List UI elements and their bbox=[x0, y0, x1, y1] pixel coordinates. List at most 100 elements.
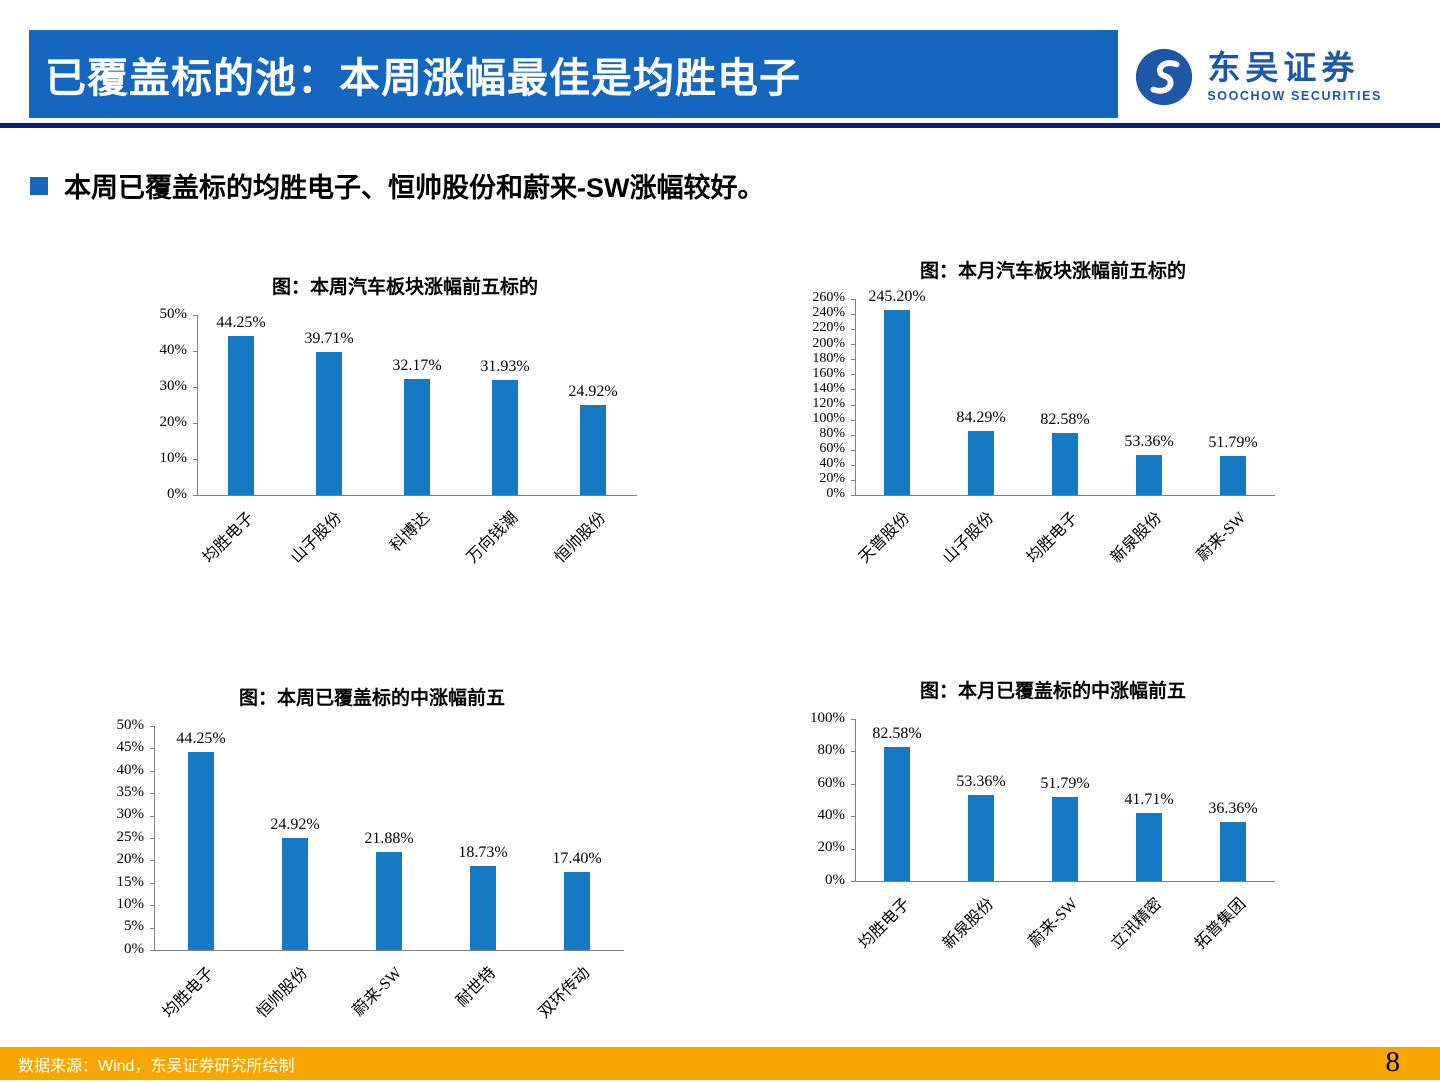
chart-month-auto-sector-top5: 图：本月汽车板块涨幅前五标的 0% 20% 40% 60% 80% 100% 120% 140… bbox=[793, 256, 1313, 603]
bar bbox=[492, 380, 518, 495]
y-tick-mark bbox=[851, 848, 855, 850]
bar-value-label: 36.36% bbox=[1208, 800, 1258, 818]
y-tick-label: 20% bbox=[817, 839, 846, 856]
y-tick-label: 40% bbox=[159, 341, 188, 358]
y-tick-label: 140% bbox=[812, 380, 845, 396]
footer-bar: 数据来源：Wind，东吴证券研究所绘制 bbox=[0, 1047, 1440, 1080]
header-bar: 已覆盖标的池：本周涨幅最佳是均胜电子 bbox=[29, 30, 1118, 118]
bar-value-label: 44.25% bbox=[176, 729, 226, 747]
y-tick-mark bbox=[851, 344, 855, 346]
x-axis-line bbox=[197, 495, 637, 496]
y-tick-label: 0% bbox=[825, 871, 845, 888]
chart-plot-area: 0% 10% 20% 30% 40% 50% 44.25% 均胜电子 39.71% 山子股份 32.… bbox=[135, 306, 637, 603]
y-tick-label: 200% bbox=[812, 335, 845, 351]
y-axis-line bbox=[197, 315, 198, 495]
y-tick-label: 80% bbox=[817, 742, 846, 759]
key-point-row: 本周已覆盖标的均胜电子、恒帅股份和蔚来-SW涨幅较好。 bbox=[30, 166, 764, 205]
bar-value-label: 51.79% bbox=[1040, 775, 1090, 793]
y-tick-label: 260% bbox=[812, 290, 845, 306]
bar-value-label: 53.36% bbox=[956, 772, 1006, 790]
bar bbox=[1136, 813, 1162, 881]
key-point-text: 本周已覆盖标的均胜电子、恒帅股份和蔚来-SW涨幅较好。 bbox=[64, 173, 765, 203]
bar bbox=[968, 794, 994, 881]
y-tick-mark bbox=[851, 389, 855, 391]
y-tick-label: 240% bbox=[812, 305, 845, 321]
bar bbox=[1136, 454, 1162, 495]
y-tick-label: 30% bbox=[116, 806, 145, 823]
y-tick-mark bbox=[193, 423, 197, 424]
x-axis-line bbox=[855, 881, 1275, 882]
y-axis-line bbox=[855, 719, 856, 881]
y-tick-label: 5% bbox=[124, 918, 144, 935]
y-tick-mark bbox=[851, 479, 855, 481]
y-tick-mark bbox=[851, 751, 855, 753]
y-tick-label: 15% bbox=[116, 873, 145, 890]
y-tick-label: 0% bbox=[124, 940, 144, 957]
logo-text-block: 东吴证券 SOOCHOW SECURITIES bbox=[1207, 50, 1382, 103]
y-tick-label: 20% bbox=[116, 851, 145, 868]
y-tick-label: 160% bbox=[812, 365, 845, 381]
y-tick-label: 100% bbox=[810, 709, 845, 726]
y-tick-mark bbox=[150, 770, 154, 772]
y-tick-label: 40% bbox=[817, 806, 846, 823]
y-tick-mark bbox=[193, 351, 197, 352]
y-tick-mark bbox=[193, 495, 197, 496]
bar-value-label: 21.88% bbox=[364, 829, 414, 847]
y-tick-label: 60% bbox=[819, 441, 845, 457]
chart-plot-area: 0% 20% 40% 60% 80% 100% 82.58% 均胜电子 53.36% 新泉股份 51… bbox=[793, 710, 1275, 989]
bar-value-label: 18.73% bbox=[458, 844, 508, 862]
bar-value-label: 44.25% bbox=[216, 313, 266, 331]
y-tick-label: 35% bbox=[116, 783, 145, 800]
y-tick-mark bbox=[193, 315, 197, 316]
bar bbox=[470, 866, 496, 950]
bar bbox=[1052, 432, 1078, 495]
y-tick-label: 120% bbox=[812, 395, 845, 411]
y-tick-label: 50% bbox=[159, 305, 188, 322]
bar bbox=[376, 851, 402, 950]
chart-month-covered-top5: 图：本月已覆盖标的中涨幅前五 0% 20% 40% 60% 80% 100% 82.58% 均… bbox=[793, 676, 1313, 989]
y-tick-label: 220% bbox=[812, 320, 845, 336]
data-source-text: 数据来源：Wind，东吴证券研究所绘制 bbox=[18, 1057, 295, 1075]
bar bbox=[282, 838, 308, 950]
soochow-logo-icon bbox=[1136, 48, 1193, 106]
y-tick-mark bbox=[851, 329, 855, 331]
y-tick-mark bbox=[150, 726, 154, 727]
y-tick-mark bbox=[150, 905, 154, 907]
y-tick-mark bbox=[193, 459, 197, 460]
header-divider bbox=[0, 123, 1440, 128]
y-tick-mark bbox=[851, 374, 855, 376]
x-axis-line bbox=[855, 495, 1275, 496]
bar-value-label: 24.92% bbox=[270, 816, 320, 834]
bar-value-label: 32.17% bbox=[392, 357, 442, 375]
y-tick-label: 20% bbox=[819, 471, 845, 487]
y-tick-label: 180% bbox=[812, 350, 845, 366]
y-tick-mark bbox=[150, 882, 154, 884]
bar bbox=[1220, 455, 1246, 495]
bar-value-label: 82.58% bbox=[1040, 410, 1090, 428]
chart-title: 图：本月已覆盖标的中涨幅前五 bbox=[919, 681, 1186, 702]
bar-value-label: 31.93% bbox=[480, 358, 530, 376]
y-tick-mark bbox=[851, 404, 855, 406]
y-tick-mark bbox=[150, 793, 154, 795]
y-tick-label: 40% bbox=[116, 761, 145, 778]
chart-plot-area: 0% 5% 10% 15% 20% 25% 30% 35% 40% 45% 50% 44.25% 均胜电… bbox=[92, 717, 624, 1058]
y-tick-label: 45% bbox=[116, 739, 145, 756]
y-tick-label: 40% bbox=[819, 456, 845, 472]
y-tick-mark bbox=[851, 359, 855, 361]
y-tick-label: 0% bbox=[167, 485, 187, 502]
bar bbox=[580, 405, 606, 495]
y-tick-mark bbox=[851, 816, 855, 818]
y-tick-mark bbox=[851, 719, 855, 720]
bar bbox=[1220, 822, 1246, 881]
bar bbox=[1052, 797, 1078, 881]
page-title: 已覆盖标的池：本周涨幅最佳是均胜电子 bbox=[45, 55, 801, 101]
chart-plot-area: 0% 20% 40% 60% 80% 100% 120% 140% 160% 180% 200% 22… bbox=[793, 288, 1275, 603]
bar-value-label: 51.79% bbox=[1208, 433, 1258, 451]
y-tick-mark bbox=[851, 299, 855, 300]
y-tick-mark bbox=[150, 748, 154, 750]
bar-value-label: 82.58% bbox=[872, 725, 922, 743]
logo-name: 东吴证券 bbox=[1207, 49, 1360, 87]
y-tick-label: 10% bbox=[159, 449, 188, 466]
y-tick-mark bbox=[851, 881, 855, 882]
bar bbox=[564, 872, 590, 950]
